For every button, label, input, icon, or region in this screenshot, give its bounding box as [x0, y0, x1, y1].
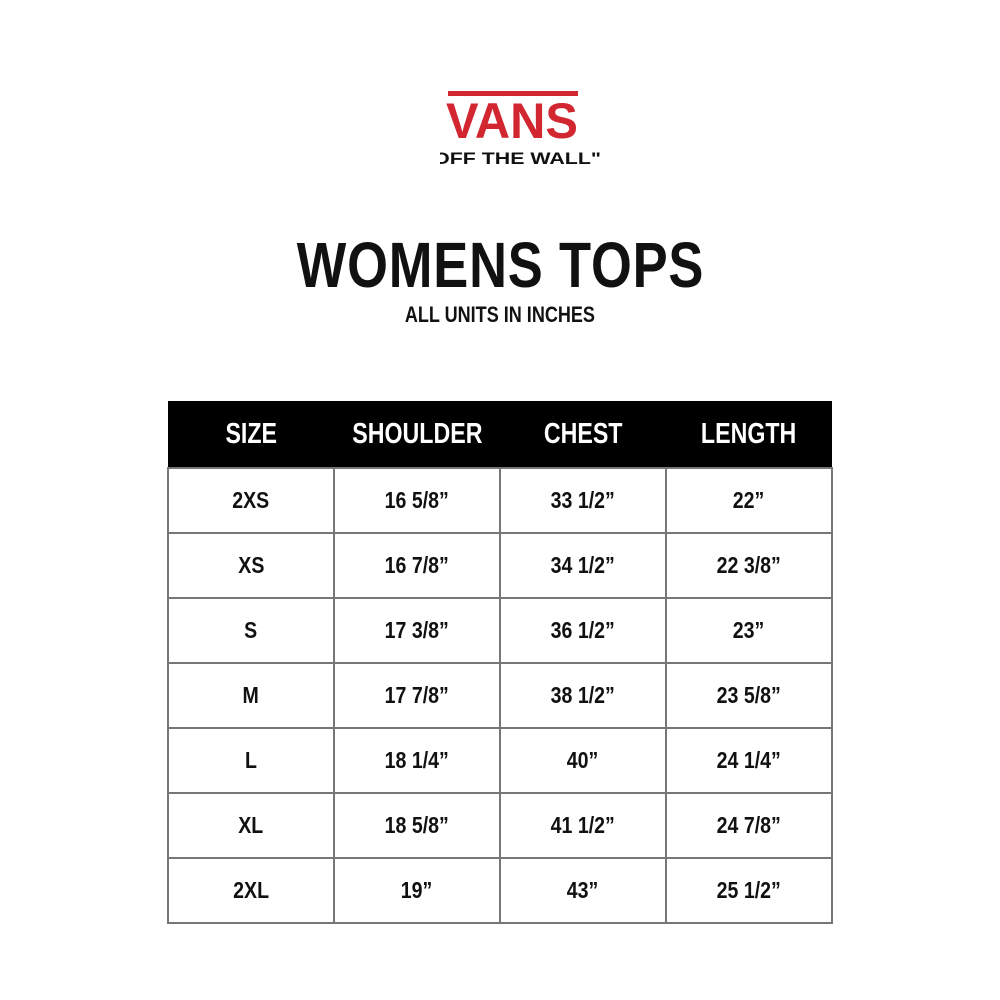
table-cell: 33 1/2”: [499, 467, 667, 534]
column-header: SIZE: [168, 401, 334, 468]
table-cell: S: [167, 597, 335, 664]
table-row: L 18 1/4” 40” 24 1/4”: [167, 727, 833, 794]
table-row: XL 18 5/8” 41 1/2” 24 7/8”: [167, 792, 833, 859]
table-cell: 24 7/8”: [665, 792, 833, 859]
table-cell: 22”: [665, 467, 833, 534]
table-row: S 17 3/8” 36 1/2” 23”: [167, 597, 833, 664]
table-cell: 34 1/2”: [499, 532, 667, 599]
table-cell: 16 7/8”: [333, 532, 501, 599]
table-cell: 24 1/4”: [665, 727, 833, 794]
size-chart-table: SIZE SHOULDER CHEST LENGTH 2XS 16 5/8” 33 1/2…: [167, 401, 833, 924]
table-cell: 19”: [333, 857, 501, 924]
table-row: XS 16 7/8” 34 1/2” 22 3/8”: [167, 532, 833, 599]
table-cell: M: [167, 662, 335, 729]
table-row: M 17 7/8” 38 1/2” 23 5/8”: [167, 662, 833, 729]
table-cell: 22 3/8”: [665, 532, 833, 599]
table-cell: XL: [167, 792, 335, 859]
table-cell: 38 1/2”: [499, 662, 667, 729]
table-cell: 2XS: [167, 467, 335, 534]
table-cell: 41 1/2”: [499, 792, 667, 859]
page-title: WOMENS TOPS: [296, 229, 704, 301]
table-cell: 43”: [499, 857, 667, 924]
table-cell: 25 1/2”: [665, 857, 833, 924]
table-cell: 23”: [665, 597, 833, 664]
table-cell: XS: [167, 532, 335, 599]
table-header-row: SIZE SHOULDER CHEST LENGTH: [168, 401, 832, 468]
table-cell: 2XL: [167, 857, 335, 924]
table-cell: 40”: [499, 727, 667, 794]
table-row: 2XL 19” 43” 25 1/2”: [167, 857, 833, 924]
column-header: LENGTH: [666, 401, 832, 468]
table-cell: 23 5/8”: [665, 662, 833, 729]
table-cell: 18 1/4”: [333, 727, 501, 794]
column-header: SHOULDER: [334, 401, 500, 468]
tagline: "OFF THE WALL": [440, 149, 600, 168]
table-cell: 17 7/8”: [333, 662, 501, 729]
vans-logo: VANS "OFF THE WALL": [423, 86, 601, 172]
table-cell: 16 5/8”: [333, 467, 501, 534]
table-cell: L: [167, 727, 335, 794]
column-header: CHEST: [500, 401, 666, 468]
page-subtitle: ALL UNITS IN INCHES: [404, 302, 596, 327]
svg-text:VANS: VANS: [446, 93, 578, 149]
table-row: 2XS 16 5/8” 33 1/2” 22”: [167, 467, 833, 534]
table-cell: 18 5/8”: [333, 792, 501, 859]
table-cell: 36 1/2”: [499, 597, 667, 664]
table-cell: 17 3/8”: [333, 597, 501, 664]
